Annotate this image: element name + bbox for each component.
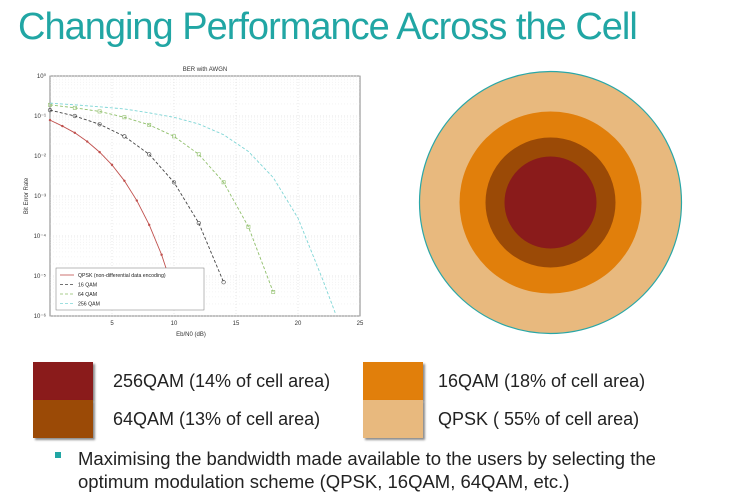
series-line-3	[49, 102, 336, 313]
x-tick-label: 5	[110, 321, 114, 327]
series-point-2	[97, 109, 102, 114]
series-point-0	[61, 124, 64, 128]
series-point-1	[97, 122, 102, 127]
legend-label-16qam: 16QAM (18% of cell area)	[438, 371, 646, 391]
series-point-0	[160, 253, 163, 256]
y-tick-label: 10⁻³	[34, 194, 46, 200]
series-line-1	[49, 109, 225, 283]
y-tick-label: 10⁻¹	[34, 114, 46, 120]
series-point-1	[196, 221, 201, 226]
series-point-1	[47, 108, 53, 113]
series-point-0	[123, 179, 126, 182]
series-point-0	[48, 118, 52, 122]
y-axis-label: Bit Error Rate	[24, 177, 30, 214]
series-point-2	[122, 115, 127, 120]
series-point-2	[72, 105, 77, 110]
series-line-2	[49, 104, 274, 293]
cell-ring-256qam	[504, 156, 597, 249]
series-point-2	[147, 122, 152, 127]
legend-swatch-qpsk	[363, 400, 423, 438]
x-tick-label: 10	[171, 321, 178, 327]
series-point-0	[135, 199, 138, 202]
ber-chart: 10⁰ 10⁻¹ 10⁻² 10⁻³ 10⁻⁴ 10⁻⁵ 10⁻⁶ 5 10 15 20 25 BER …	[14, 60, 374, 345]
series-point-2	[221, 180, 226, 185]
y-tick-label: 10⁻⁶	[34, 313, 47, 320]
legend-swatch-256qam	[33, 362, 93, 400]
y-tick-label: 10⁰	[37, 73, 47, 80]
legend-label-qpsk: QPSK ( 55% of cell area)	[438, 409, 640, 429]
series-point-0	[86, 140, 89, 143]
chart-legend-label-1: 16 QAM	[78, 283, 97, 289]
series-point-2	[172, 134, 176, 139]
series-point-0	[98, 150, 101, 154]
ber-chart-svg: 10⁰ 10⁻¹ 10⁻² 10⁻³ 10⁻⁴ 10⁻⁵ 10⁻⁶ 5 10 15 20 25 BER …	[14, 60, 374, 345]
series-point-1	[122, 134, 127, 139]
slide-title: Changing Performance Across the Cell	[18, 6, 638, 48]
series-point-0	[110, 163, 114, 167]
x-axis-label: Eb/N0 (dB)	[176, 332, 206, 338]
cell-diagram-svg	[418, 70, 683, 335]
series-point-1	[72, 113, 77, 119]
legend-label-64qam: 64QAM (13% of cell area)	[113, 409, 321, 429]
chart-legend-box	[55, 267, 205, 311]
series-point-2	[246, 224, 251, 229]
legend-label-256qam: 256QAM (14% of cell area)	[113, 371, 331, 391]
series-point-2	[271, 290, 276, 294]
legend-swatch-16qam	[363, 362, 423, 400]
chart-legend-label-3: 256 QAM	[78, 302, 100, 308]
series-point-1	[147, 152, 152, 157]
legend-swatch-64qam	[33, 400, 93, 438]
bullet-marker	[55, 452, 61, 458]
bullet-text: Maximising the bandwidth made available …	[78, 448, 656, 492]
chart-title: BER with AWGN	[183, 67, 227, 73]
chart-legend-label-2: 64 QAM	[78, 292, 97, 298]
series-point-1	[221, 280, 226, 285]
x-tick-label: 15	[233, 321, 240, 327]
series-point-0	[148, 223, 151, 227]
y-tick-label: 10⁻⁴	[34, 233, 47, 240]
series-point-1	[171, 180, 177, 185]
x-tick-label: 20	[295, 321, 302, 327]
x-tick-label: 25	[357, 321, 364, 327]
cell-diagram	[418, 70, 683, 335]
y-tick-label: 10⁻⁵	[34, 273, 47, 280]
series-point-0	[73, 131, 76, 135]
y-tick-label: 10⁻²	[34, 154, 46, 160]
series-point-2	[196, 152, 201, 157]
chart-legend-label-0: QPSK (non-differential data encoding)	[78, 273, 166, 279]
